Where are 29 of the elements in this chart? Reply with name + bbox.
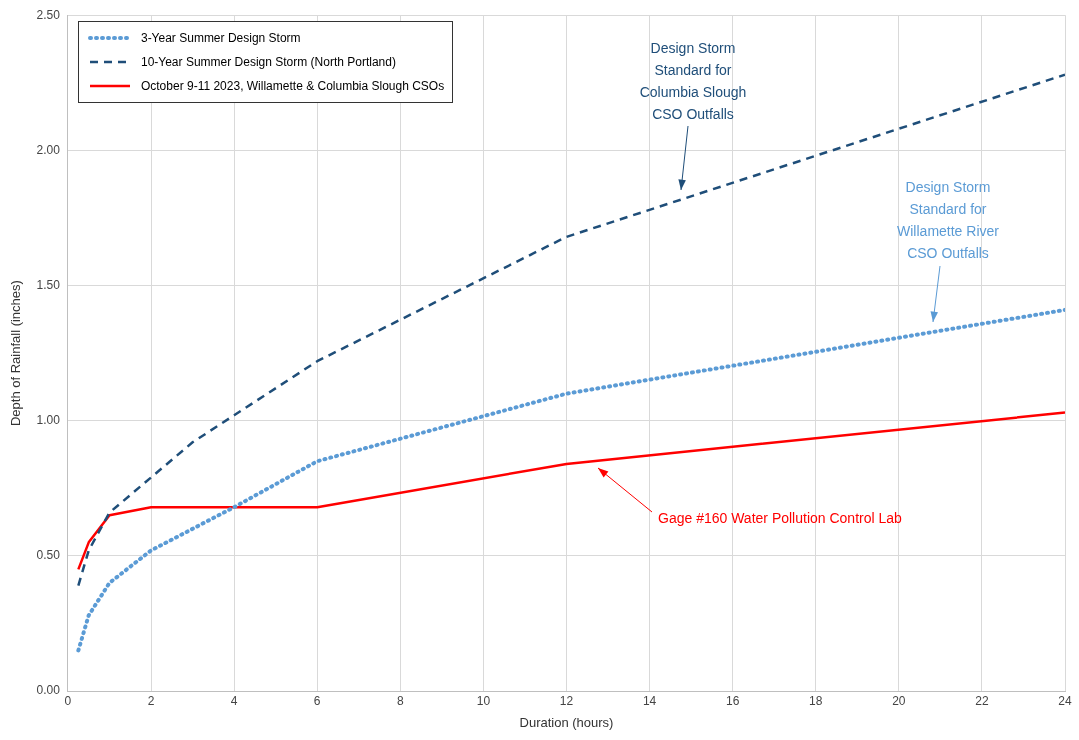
x-tick-label: 6 [313,693,321,708]
line-series [77,73,1065,587]
y-tick-label: 2.50 [36,7,61,22]
y-tick-label: 0.00 [36,683,61,698]
legend-label: 10-Year Summer Design Storm (North Portland) [140,55,396,70]
x-tick-label: 14 [642,693,657,708]
annotation: Design Storm Standard for Willamette River CSO Outfalls [897,179,1000,261]
line-series [76,307,1065,653]
y-axis-title: Depth of Rainfall (inches) [8,280,24,427]
x-tick-label: 16 [725,693,740,708]
x-tick-label: 0 [64,693,72,708]
x-axis-title: Duration (hours) [519,714,614,730]
x-tick-label: 12 [559,693,574,708]
y-tick-label: 1.00 [36,412,61,427]
y-tick-label: 0.50 [36,548,61,563]
x-tick-label: 2 [147,693,155,708]
x-tick-label: 10 [476,693,491,708]
legend-label: October 9-11 2023, Willamette & Columbia Slough CSOs [140,79,445,94]
x-tick-label: 18 [809,693,823,708]
annotation: Gage #160 Water Pollution Control Lab [658,510,903,526]
y-tick-label: 2.00 [36,142,61,157]
x-tick-label: 8 [396,693,404,708]
annotation: Design Storm Standard for Columbia Slough CSO Outfalls [639,40,747,122]
legend-label: 3-Year Summer Design Storm [140,31,301,46]
x-tick-label: 22 [975,693,989,708]
y-tick-label: 1.50 [36,277,61,292]
x-tick-label: 20 [892,693,906,708]
x-tick-label: 24 [1058,693,1072,708]
x-tick-label: 4 [230,693,238,708]
